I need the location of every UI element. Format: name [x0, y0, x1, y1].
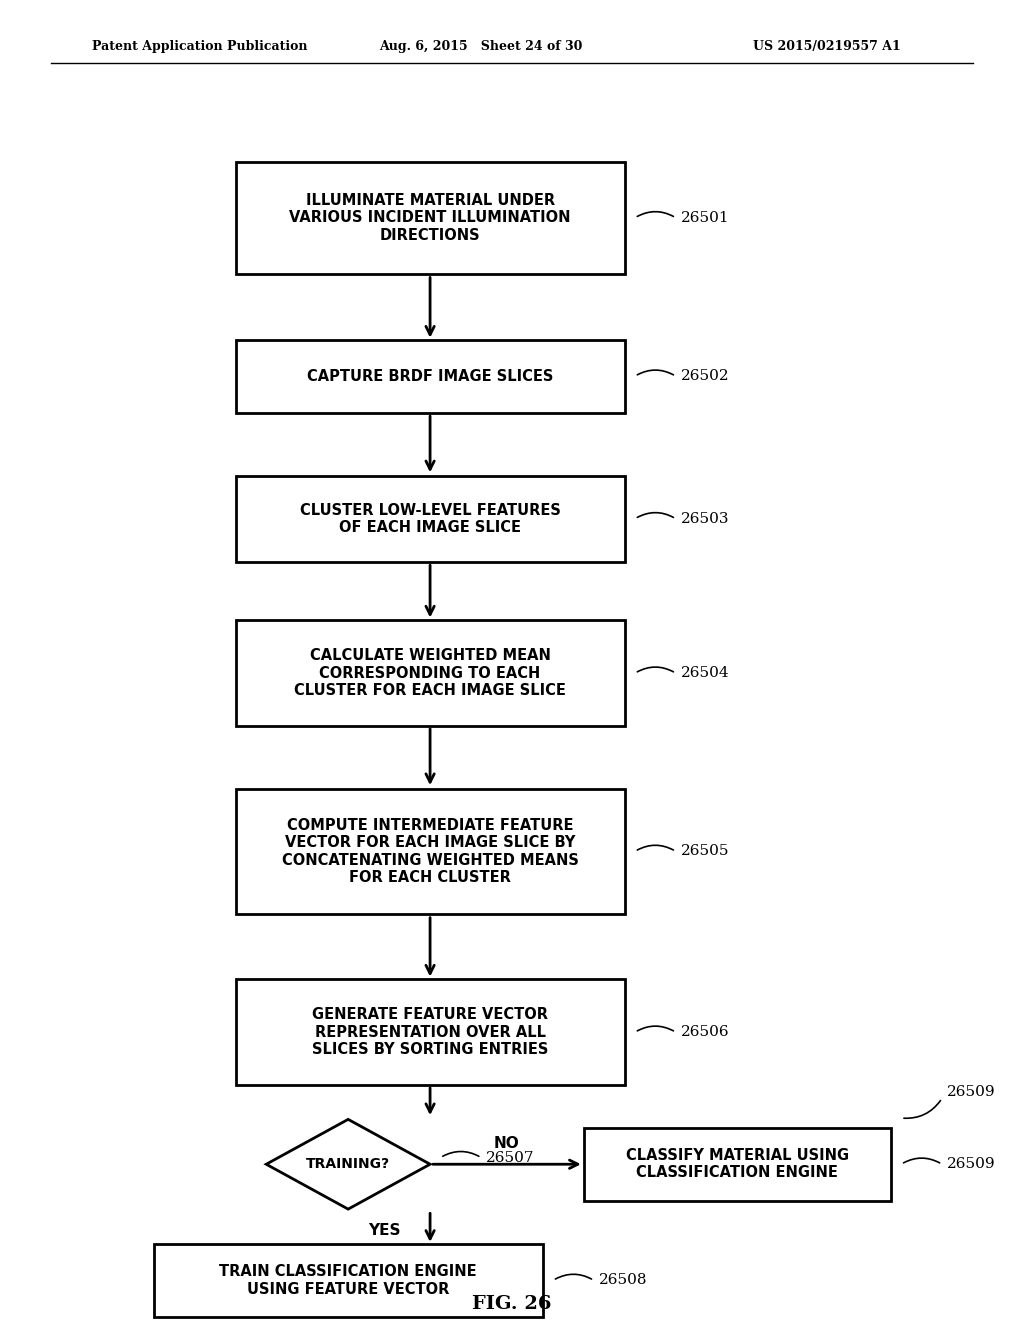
Text: FIG. 26: FIG. 26 [472, 1295, 552, 1313]
Text: CALCULATE WEIGHTED MEAN
CORRESPONDING TO EACH
CLUSTER FOR EACH IMAGE SLICE: CALCULATE WEIGHTED MEAN CORRESPONDING TO… [294, 648, 566, 698]
Text: GENERATE FEATURE VECTOR
REPRESENTATION OVER ALL
SLICES BY SORTING ENTRIES: GENERATE FEATURE VECTOR REPRESENTATION O… [312, 1007, 548, 1057]
Text: 26503: 26503 [681, 512, 729, 525]
Text: NO: NO [494, 1137, 520, 1151]
Text: TRAINING?: TRAINING? [306, 1158, 390, 1171]
Text: US 2015/0219557 A1: US 2015/0219557 A1 [754, 40, 901, 53]
Text: CLASSIFY MATERIAL USING
CLASSIFICATION ENGINE: CLASSIFY MATERIAL USING CLASSIFICATION E… [626, 1148, 849, 1180]
FancyBboxPatch shape [154, 1243, 543, 1317]
Text: 26506: 26506 [681, 1026, 729, 1039]
Text: ILLUMINATE MATERIAL UNDER
VARIOUS INCIDENT ILLUMINATION
DIRECTIONS: ILLUMINATE MATERIAL UNDER VARIOUS INCIDE… [290, 193, 570, 243]
Text: 26508: 26508 [599, 1274, 647, 1287]
Text: TRAIN CLASSIFICATION ENGINE
USING FEATURE VECTOR: TRAIN CLASSIFICATION ENGINE USING FEATUR… [219, 1265, 477, 1296]
FancyBboxPatch shape [236, 339, 625, 412]
FancyBboxPatch shape [236, 789, 625, 913]
FancyBboxPatch shape [236, 162, 625, 275]
Text: 26505: 26505 [681, 845, 729, 858]
FancyBboxPatch shape [236, 477, 625, 562]
Text: 26509: 26509 [947, 1158, 995, 1171]
Text: 26509: 26509 [947, 1085, 995, 1098]
Text: 26504: 26504 [681, 667, 729, 680]
Polygon shape [266, 1119, 430, 1209]
Text: CAPTURE BRDF IMAGE SLICES: CAPTURE BRDF IMAGE SLICES [307, 368, 553, 384]
Text: YES: YES [368, 1222, 400, 1238]
Text: 26507: 26507 [486, 1151, 535, 1164]
FancyBboxPatch shape [236, 620, 625, 726]
FancyBboxPatch shape [584, 1127, 891, 1201]
Text: CLUSTER LOW-LEVEL FEATURES
OF EACH IMAGE SLICE: CLUSTER LOW-LEVEL FEATURES OF EACH IMAGE… [300, 503, 560, 535]
Text: Patent Application Publication: Patent Application Publication [92, 40, 307, 53]
Text: Aug. 6, 2015   Sheet 24 of 30: Aug. 6, 2015 Sheet 24 of 30 [380, 40, 583, 53]
FancyBboxPatch shape [236, 979, 625, 1085]
Text: 26502: 26502 [681, 370, 729, 383]
Text: COMPUTE INTERMEDIATE FEATURE
VECTOR FOR EACH IMAGE SLICE BY
CONCATENATING WEIGHT: COMPUTE INTERMEDIATE FEATURE VECTOR FOR … [282, 818, 579, 884]
Text: 26501: 26501 [681, 211, 729, 224]
